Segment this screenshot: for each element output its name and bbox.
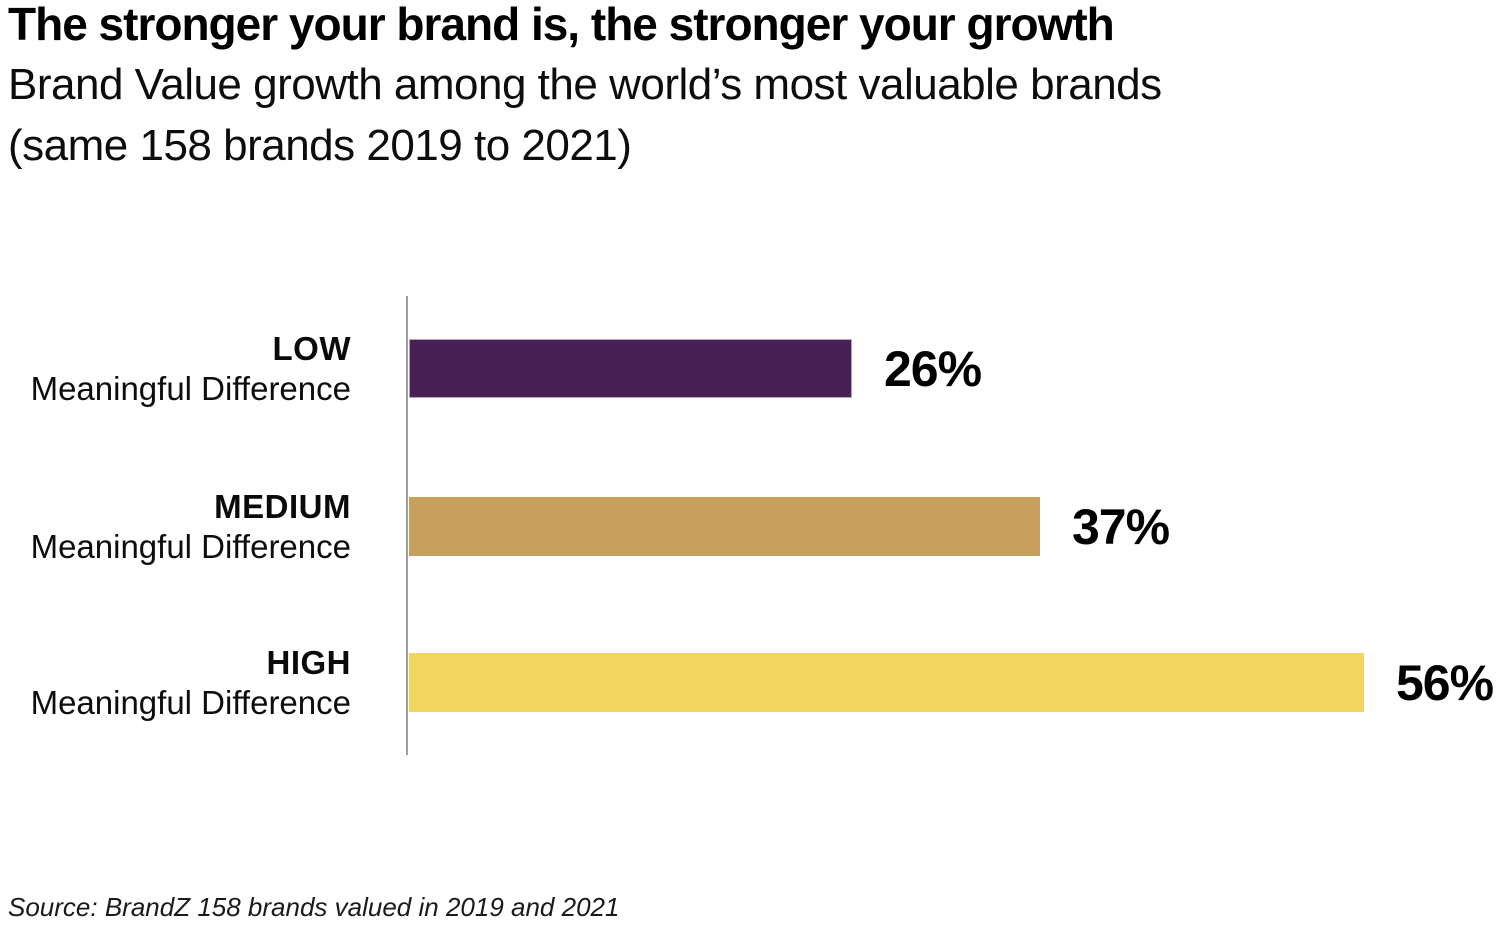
value-label: 37%: [1072, 498, 1170, 555]
bar: [409, 497, 1040, 556]
y-axis-line: [406, 296, 408, 755]
category-sublabel: Meaningful Difference: [30, 527, 351, 565]
bar-and-value: 37%: [409, 497, 1170, 556]
bar-row: LOW Meaningful Difference 26%: [0, 330, 1500, 407]
category-sublabel: Meaningful Difference: [30, 369, 351, 407]
bar-chart: LOW Meaningful Difference 26% MEDIUM Meaning…: [0, 296, 1500, 755]
category-sublabel: Meaningful Difference: [30, 683, 351, 721]
category-level-label: HIGH: [266, 643, 351, 681]
bar: [409, 339, 852, 398]
category-label: LOW Meaningful Difference: [0, 329, 351, 409]
category-label: HIGH Meaningful Difference: [0, 643, 351, 723]
bar-row: HIGH Meaningful Difference 56%: [0, 644, 1500, 721]
page-subtitle: Brand Value growth among the world’s mos…: [8, 54, 1488, 176]
subtitle-line-2: (same 158 brands 2019 to 2021): [8, 121, 632, 170]
category-level-label: MEDIUM: [214, 487, 351, 525]
bar-and-value: 56%: [409, 653, 1494, 712]
value-label: 26%: [884, 340, 982, 397]
category-level-label: LOW: [272, 329, 351, 367]
bar: [409, 653, 1364, 712]
subtitle-line-1: Brand Value growth among the world’s mos…: [8, 60, 1162, 109]
source-note: Source: BrandZ 158 brands valued in 2019…: [8, 892, 620, 922]
page-title: The stronger your brand is, the stronger…: [8, 0, 1115, 50]
bar-and-value: 26%: [409, 339, 982, 398]
category-label: MEDIUM Meaningful Difference: [0, 487, 351, 567]
bar-row: MEDIUM Meaningful Difference 37%: [0, 488, 1500, 565]
value-label: 56%: [1396, 654, 1494, 711]
